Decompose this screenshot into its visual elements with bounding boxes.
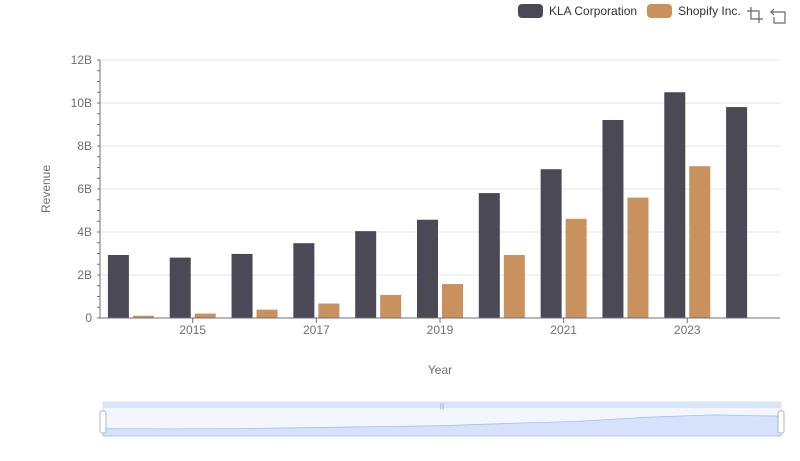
bar-kla-2017[interactable]	[293, 243, 315, 318]
bar-kla-2020[interactable]	[478, 193, 500, 318]
legend-label-kla: KLA Corporation	[549, 4, 638, 18]
restore-icon[interactable]	[770, 6, 788, 24]
bar-shopify-2021[interactable]	[565, 218, 587, 318]
bar-shopify-2018[interactable]	[380, 294, 402, 318]
y-tick-label: 4B	[77, 225, 92, 239]
x-tick-label: 2019	[427, 323, 454, 337]
bar-shopify-2016[interactable]	[256, 309, 278, 318]
bar-kla-2015[interactable]	[169, 257, 191, 318]
bar-kla-2014[interactable]	[107, 255, 129, 318]
legend: KLA Corporation Shopify Inc.	[518, 4, 751, 18]
x-tick-label: 2015	[179, 323, 206, 337]
y-tick-label: 6B	[77, 182, 92, 196]
toolbox	[746, 6, 794, 24]
bar-kla-2018[interactable]	[355, 231, 377, 318]
legend-item-kla[interactable]: KLA Corporation	[518, 4, 637, 18]
bar-kla-2023[interactable]	[664, 92, 686, 318]
zoom-handle-right[interactable]	[777, 410, 785, 434]
bar-kla-2016[interactable]	[231, 253, 253, 318]
bar-kla-2021[interactable]	[540, 169, 562, 318]
bar-series	[107, 92, 748, 319]
bar-shopify-2023[interactable]	[689, 166, 711, 318]
bar-shopify-2017[interactable]	[318, 303, 340, 318]
x-axis: 2015 2017 2019 2021 2023	[100, 317, 780, 337]
data-zoom-slider[interactable]: |||	[99, 401, 785, 437]
zoom-grip-icon[interactable]: |||	[440, 404, 445, 410]
legend-swatch-kla	[518, 4, 543, 18]
y-tick-label: 2B	[77, 268, 92, 282]
y-axis-ticks: 0 2B 4B 6B 8B 10B 12B	[71, 53, 101, 325]
data-zoom-icon[interactable]	[746, 6, 764, 24]
bar-shopify-2014[interactable]	[132, 315, 154, 318]
bar-shopify-2020[interactable]	[503, 255, 525, 318]
zoom-move-bar[interactable]	[103, 402, 781, 408]
x-tick-label: 2023	[674, 323, 701, 337]
bar-kla-2024[interactable]	[726, 107, 748, 319]
x-tick-label: 2021	[550, 323, 577, 337]
legend-swatch-shopify	[647, 4, 673, 18]
bar-shopify-2022[interactable]	[627, 197, 649, 318]
zoom-preview-area	[102, 414, 782, 437]
y-tick-label: 8B	[77, 139, 92, 153]
legend-label-shopify: Shopify Inc.	[678, 4, 741, 18]
y-tick-label: 10B	[71, 96, 92, 110]
zoom-handle-left[interactable]	[99, 410, 107, 434]
bar-kla-2019[interactable]	[417, 219, 438, 318]
y-tick-label: 0	[85, 311, 92, 325]
bar-shopify-2019[interactable]	[442, 284, 463, 318]
bar-kla-2022[interactable]	[602, 119, 624, 318]
bar-shopify-2015[interactable]	[194, 313, 216, 318]
y-tick-label: 12B	[71, 53, 92, 67]
x-axis-label: Year	[428, 363, 452, 377]
x-tick-label: 2017	[303, 323, 330, 337]
y-axis-label: Revenue	[39, 165, 53, 213]
legend-item-shopify[interactable]: Shopify Inc.	[647, 4, 741, 18]
